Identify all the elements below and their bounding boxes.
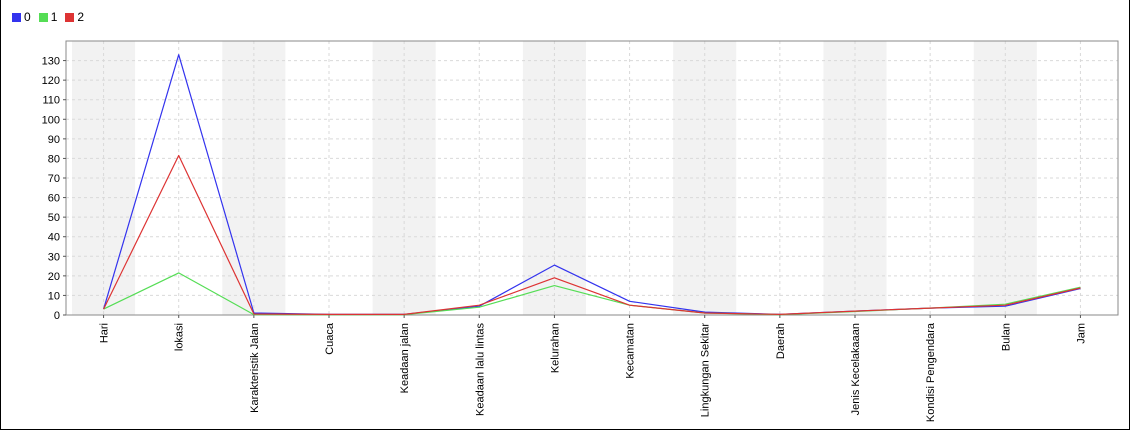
y-tick-label: 50	[48, 212, 60, 224]
legend-swatch-1	[38, 12, 48, 22]
legend-label-1: 1	[50, 10, 58, 24]
legend-swatch-2	[65, 12, 75, 22]
y-tick-label: 120	[42, 75, 60, 87]
y-tick-label: 0	[54, 310, 60, 322]
y-tick-label: 20	[48, 271, 60, 283]
y-tick-label: 60	[48, 193, 60, 205]
x-tick-label: Lingkungan Sekitar	[700, 323, 712, 418]
x-tick-label: Jam	[1075, 323, 1087, 344]
y-tick-label: 80	[48, 153, 60, 165]
legend-label-0: 0	[24, 10, 31, 24]
x-tick-label: Hari	[99, 323, 111, 343]
legend-item-0: 0	[12, 10, 31, 24]
x-tick-label: Karakteristik Jalan	[249, 323, 261, 413]
legend-swatch-0	[12, 12, 21, 22]
legend-item-1: 1	[38, 10, 58, 24]
series-line-2	[103, 154, 1081, 315]
y-tick-label: 30	[48, 251, 60, 263]
x-tick-label: Bulan	[1000, 323, 1012, 351]
y-tick-label: 10	[48, 290, 60, 302]
y-tick-label: 110	[42, 95, 60, 107]
y-tick-label: 90	[48, 134, 60, 146]
legend: 0 1 2	[12, 10, 84, 24]
x-tick-label: Kondisi Pengendara	[925, 322, 937, 422]
x-tick-label: Kecamatan	[625, 323, 637, 379]
y-tick-label: 100	[42, 114, 60, 126]
x-tick-label: Daerah	[775, 323, 787, 359]
y-tick-label: 40	[48, 232, 60, 244]
x-tick-label: Jenis Kecelakaaan	[850, 323, 862, 415]
x-tick-label: Keadaan lalu lintas	[474, 323, 486, 416]
y-tick-label: 70	[48, 173, 60, 185]
x-tick-label: Kelurahan	[549, 323, 561, 373]
legend-label-2: 2	[77, 10, 85, 24]
x-tick-label: Keadaan jalan	[399, 323, 411, 393]
x-tick-label: lokasi	[174, 323, 186, 351]
legend-item-2: 2	[65, 10, 84, 24]
y-tick-label: 130	[42, 56, 60, 68]
x-tick-label: Cuaca	[324, 322, 336, 355]
